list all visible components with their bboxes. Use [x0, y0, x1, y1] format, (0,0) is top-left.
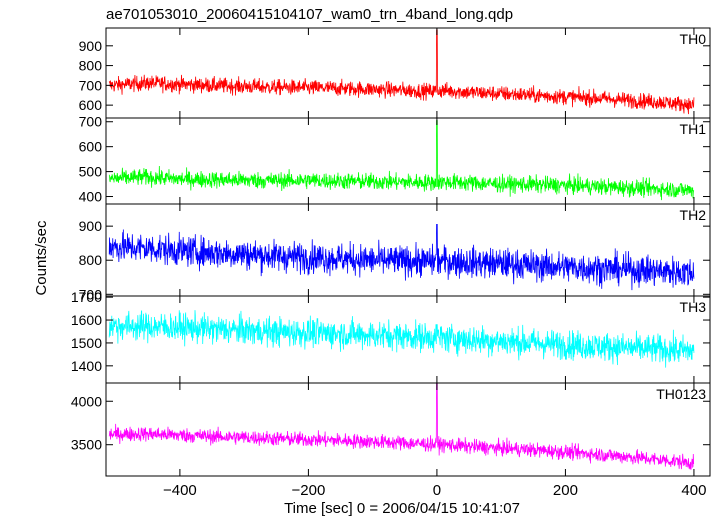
y-tick-label: 400: [79, 189, 103, 205]
y-tick-label: 500: [79, 164, 103, 180]
panel-th1: 400 500 600 700 TH1: [79, 114, 711, 205]
y-axis-label: Counts/sec: [33, 220, 50, 296]
legend-label-th2: TH2: [680, 207, 707, 223]
y-tick-label: 1500: [71, 335, 102, 351]
x-tick-label: −200: [292, 482, 326, 499]
series-line-th3: [108, 310, 695, 368]
series-line-th1: [108, 120, 695, 201]
y-tick-label: 4000: [71, 393, 102, 409]
legend-label-th0123: TH0123: [656, 386, 706, 402]
panel-th2: 700 800 900 TH2: [79, 203, 711, 302]
y-tick-label: 3500: [71, 437, 102, 453]
y-tick-label: 800: [79, 252, 103, 268]
x-tick-label: −400: [163, 482, 197, 499]
panel-th3: 1400 1500 1600 1700 TH3: [71, 289, 711, 384]
series-line-th0123: [108, 383, 695, 470]
y-tick-label: 1700: [71, 289, 102, 305]
y-tick-label: 1600: [71, 312, 102, 328]
legend-label-th1: TH1: [680, 121, 707, 137]
legend-label-th0: TH0: [680, 31, 707, 47]
panel-th0: 600 700 800 900 TH0: [79, 27, 711, 119]
series-line-th0: [108, 29, 695, 115]
y-tick-label: 900: [79, 218, 103, 234]
y-tick-label: 600: [79, 97, 103, 113]
x-axis-label: Time [sec] 0 = 2006/04/15 10:41:07: [284, 500, 520, 516]
y-tick-label: 900: [79, 38, 103, 54]
y-tick-label: 700: [79, 114, 103, 130]
y-tick-label: 700: [79, 286, 103, 302]
panel-frame: [105, 27, 711, 119]
y-tick-label: 600: [79, 139, 103, 155]
y-tick-label: 1400: [71, 358, 102, 374]
chart-title: ae701053010_20060415104107_wam0_trn_4ban…: [106, 6, 513, 23]
legend-label-th3: TH3: [680, 299, 707, 315]
series-line-th2: [108, 224, 695, 291]
panel-frame: [105, 382, 711, 477]
x-tick-label: 0: [433, 482, 441, 499]
panel-th0123: 3500 4000 TH0123: [71, 382, 711, 477]
x-tick-label: 400: [681, 482, 706, 499]
y-tick-label: 700: [79, 77, 103, 93]
panel-frame: [105, 117, 711, 205]
y-tick-label: 800: [79, 58, 103, 74]
x-tick-label: 200: [553, 482, 578, 499]
